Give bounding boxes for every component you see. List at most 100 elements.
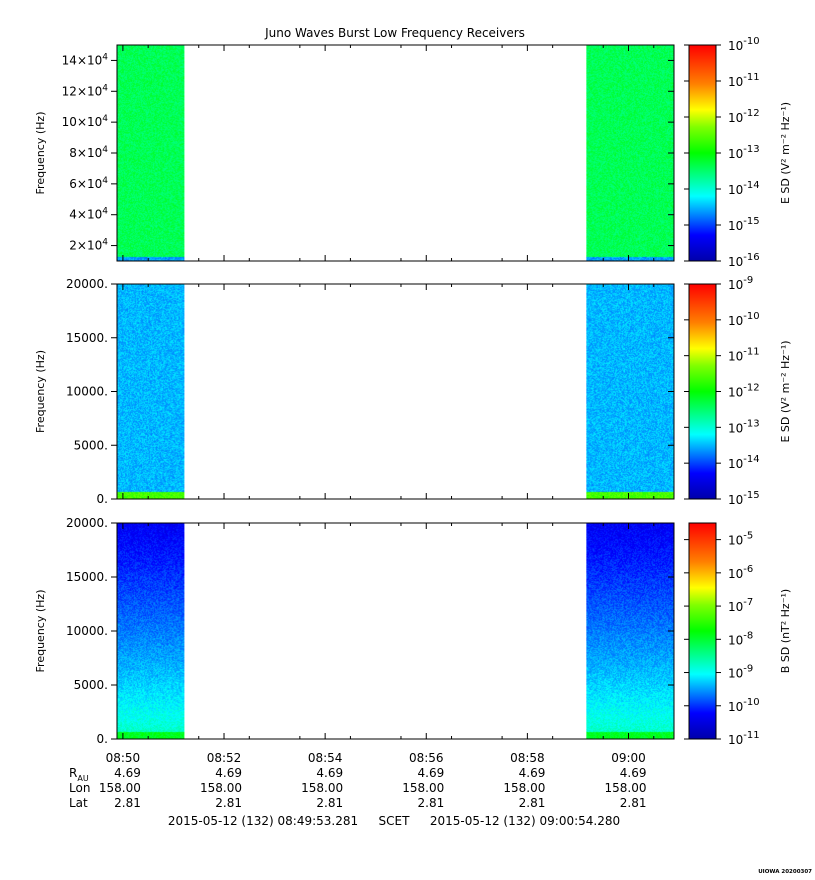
colorbar-tick-exp: -9	[743, 664, 753, 675]
colorbar-tick-label: 10-9	[728, 664, 753, 681]
panel-middle: 0. 5000. 10000. 15000. 20000. Frequency (Hz) 1…	[34, 275, 792, 507]
colorbar-tick-label: 10-14	[728, 180, 760, 197]
y-tick-label-exp: 4	[102, 238, 108, 248]
x-tick-label: 08:52	[207, 751, 242, 765]
ephemeris-value: 158.00	[402, 781, 444, 795]
colorbar-tick-base: 10	[728, 421, 743, 435]
colorbar-tick-base: 10	[728, 667, 743, 681]
ephemeris-label-text: Lon	[69, 781, 90, 795]
y-tick-label-base: 2×10	[69, 239, 102, 253]
ephemeris-value: 2.81	[418, 796, 445, 810]
ephemeris-label-text: Lat	[69, 796, 88, 810]
ephemeris-row-label: RAU	[69, 766, 89, 783]
y-tick-label: 8×104	[69, 145, 108, 160]
panel-top: 2×1044×1046×1048×10410×10412×10414×104Fr…	[34, 36, 792, 269]
colorbar-tick-exp: -13	[743, 418, 759, 429]
y-tick-label: 10000.	[66, 385, 108, 399]
colorbar	[688, 44, 717, 262]
ephemeris-row-label: Lat	[69, 796, 88, 810]
y-tick-label: 6×104	[69, 176, 108, 191]
ephemeris-value: 2.81	[316, 796, 343, 810]
colorbar-tick-label: 10-15	[728, 216, 760, 233]
colorbar-tick-base: 10	[728, 183, 743, 197]
colorbar-tick-base: 10	[728, 350, 743, 364]
colorbar-tick-label: 10-11	[728, 730, 760, 747]
colorbar-tick-exp: -10	[743, 36, 759, 47]
ephemeris-value: 2.81	[519, 796, 546, 810]
colorbar-tick-label: 10-10	[728, 311, 760, 328]
ephemeris-value: 158.00	[200, 781, 242, 795]
colorbar-label: E SD (V² m⁻² Hz⁻¹)	[779, 102, 792, 204]
ephemeris-value: 158.00	[604, 781, 646, 795]
y-tick-label: 20000.	[66, 516, 108, 530]
ephemeris-value: 2.81	[215, 796, 242, 810]
colorbar-tick-label: 10-11	[728, 72, 760, 89]
colorbar-tick-label: 10-13	[728, 144, 760, 161]
colorbar-tick-label: 10-15	[728, 490, 760, 507]
spectrogram-block-2	[586, 284, 674, 499]
colorbar-tick-exp: -7	[743, 597, 753, 608]
y-tick-label-base: 8×10	[69, 146, 102, 160]
colorbar-tick-label: 10-6	[728, 564, 753, 581]
y-tick-label-exp: 4	[102, 207, 108, 217]
y-tick-label: 15000.	[66, 331, 108, 345]
colorbar-tick-base: 10	[728, 700, 743, 714]
ephemeris-value: 158.00	[301, 781, 343, 795]
colorbar-tick-exp: -15	[743, 490, 759, 501]
colorbar-tick-label: 10-13	[728, 418, 760, 435]
y-tick-label-exp: 4	[102, 176, 108, 186]
y-tick-label: 4×104	[69, 207, 108, 222]
x-tick-label: 08:54	[308, 751, 343, 765]
colorbar-tick-label: 10-10	[728, 36, 760, 53]
colorbar-tick-base: 10	[728, 386, 743, 400]
ephemeris-row-label: Lon	[69, 781, 90, 795]
spectrogram-block-1	[117, 523, 185, 739]
ephemeris-value: 2.81	[620, 796, 647, 810]
spectrogram-block-1	[117, 284, 185, 499]
colorbar	[688, 522, 717, 740]
colorbar-tick-base: 10	[728, 314, 743, 328]
colorbar-tick-exp: -11	[743, 72, 759, 83]
spectrogram-block-2	[586, 45, 674, 261]
colorbar-tick-exp: -10	[743, 311, 759, 322]
time-axis: 08:50 08:52 08:54 08:56 08:58 09:00	[106, 751, 646, 765]
colorbar-tick-label: 10-12	[728, 383, 760, 400]
colorbar-tick-base: 10	[728, 255, 743, 269]
y-tick-label: 15000.	[66, 570, 108, 584]
ephemeris-value: 158.00	[503, 781, 545, 795]
y-tick-label: 12×104	[62, 83, 109, 98]
y-tick-label: 5000.	[74, 678, 108, 692]
y-axis-label: Frequency (Hz)	[34, 350, 47, 433]
credit-label: UIOWA 20200307	[758, 869, 812, 875]
ephemeris-value: 4.69	[418, 766, 445, 780]
ephemeris-table: RAU 4.69 4.69 4.69 4.69 4.69 4.69 Lon 158.00 158.…	[69, 766, 646, 810]
footer-end-time: 2015-05-12 (132) 09:00:54.280	[430, 814, 620, 828]
y-tick-label-exp: 4	[102, 114, 108, 124]
colorbar-tick-base: 10	[728, 219, 743, 233]
colorbar-tick-base: 10	[728, 75, 743, 89]
x-tick-label: 09:00	[611, 751, 646, 765]
footer-scet-label: SCET	[379, 814, 411, 828]
ephemeris-value: 4.69	[620, 766, 647, 780]
y-tick-label-base: 12×10	[62, 84, 103, 98]
colorbar-tick-exp: -9	[743, 275, 753, 286]
y-tick-label-base: 6×10	[69, 177, 102, 191]
colorbar-tick-base: 10	[728, 111, 743, 125]
colorbar-tick-exp: -8	[743, 630, 753, 641]
colorbar-tick-base: 10	[728, 493, 743, 507]
ephemeris-value: 4.69	[215, 766, 242, 780]
y-tick-label: 20000.	[66, 277, 108, 291]
spectrogram-block-2	[586, 523, 674, 739]
colorbar-tick-exp: -11	[743, 347, 759, 358]
ephemeris-value: 158.00	[99, 781, 141, 795]
colorbar-tick-exp: -15	[743, 216, 759, 227]
colorbar-tick-base: 10	[728, 733, 743, 747]
y-tick-label: 2×104	[69, 238, 108, 253]
colorbar-tick-exp: -12	[743, 108, 759, 119]
colorbar-label: B SD (nT² Hz⁻¹)	[779, 589, 792, 673]
y-tick-label-base: 10×10	[62, 115, 103, 129]
chart-title: Juno Waves Burst Low Frequency Receivers	[264, 26, 525, 40]
colorbar-tick-label: 10-12	[728, 108, 760, 125]
ephemeris-value: 4.69	[114, 766, 141, 780]
